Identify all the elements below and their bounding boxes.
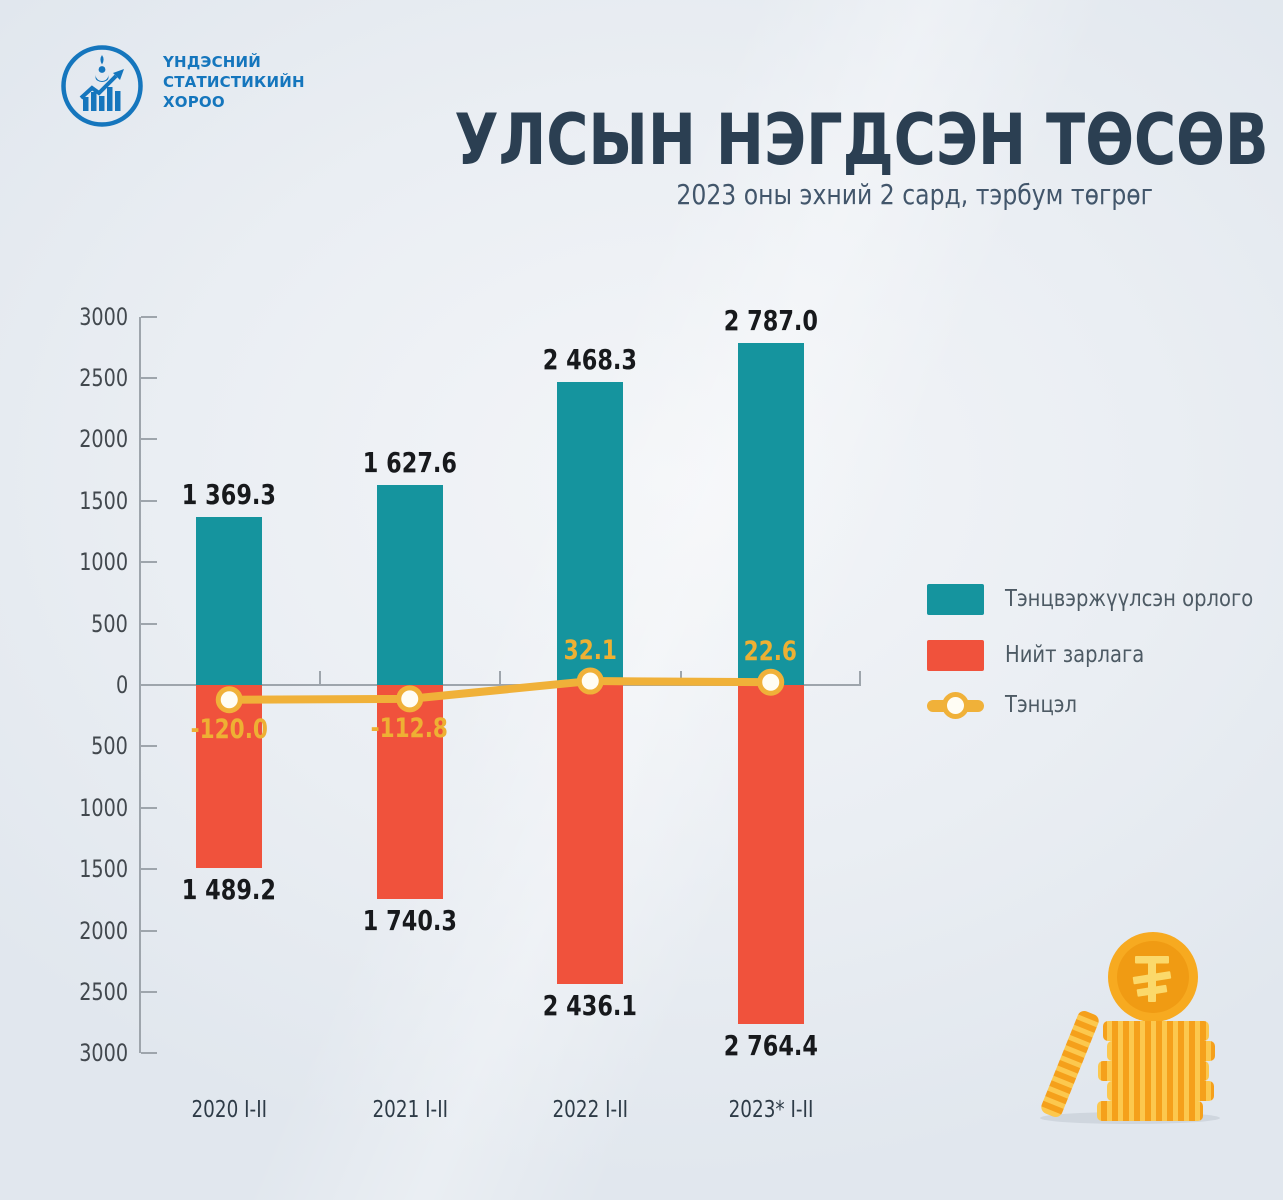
x-axis-tick xyxy=(679,671,682,684)
expense-value-label: 2 436.1 xyxy=(543,989,638,1023)
y-axis-tick xyxy=(141,622,157,625)
legend-swatch-income xyxy=(927,584,984,615)
expense-value-label: 1 740.3 xyxy=(362,903,457,937)
legend-item-expense: Нийт зарлага xyxy=(927,640,1169,671)
y-axis-tick xyxy=(141,806,157,809)
y-axis-tick-label: 0 xyxy=(115,671,128,699)
y-axis-tick-label: 1000 xyxy=(79,793,128,822)
category-label: 2020 I-II xyxy=(191,1097,268,1123)
balance-value-label: -112.8 xyxy=(371,712,449,744)
y-axis-tick-label: 3000 xyxy=(79,1039,128,1068)
y-axis-tick-label: 1500 xyxy=(79,855,128,884)
legend-label: Тэнцвэржүүлсэн орлого xyxy=(1005,586,1254,612)
expense-value-label: 1 489.2 xyxy=(182,872,277,906)
expense-bar xyxy=(557,685,624,985)
org-name: ҮНДЭСНИЙ СТАТИСТИКИЙН ХОРОО xyxy=(163,52,305,112)
category-label: 2023* I-II xyxy=(728,1097,814,1123)
y-axis-tick-label: 2500 xyxy=(79,364,128,392)
y-axis-tick-label: 500 xyxy=(91,609,128,638)
page-subtitle: 2023 оны эхний 2 сард, тэрбум төгрөг xyxy=(676,178,1154,211)
income-value-label: 1 627.6 xyxy=(362,446,457,480)
legend-label: Нийт зарлага xyxy=(1005,642,1145,668)
y-axis-tick xyxy=(141,745,157,748)
y-axis-tick xyxy=(141,991,157,993)
x-axis-tick xyxy=(499,671,501,684)
expense-bar xyxy=(737,685,804,1025)
balance-value-label: 22.6 xyxy=(744,636,798,668)
y-axis-tick-label: 3000 xyxy=(79,302,128,331)
org-name-line: ҮНДЭСНИЙ xyxy=(163,53,262,71)
income-bar xyxy=(196,516,263,685)
income-value-label: 1 369.3 xyxy=(182,477,277,511)
y-axis-tick xyxy=(141,561,157,564)
y-axis-tick-label: 2000 xyxy=(79,916,128,945)
y-axis-tick-label: 1500 xyxy=(79,486,128,515)
income-bar xyxy=(557,381,624,685)
legend-label: Тэнцэл xyxy=(1005,692,1077,718)
y-axis-tick-label: 2000 xyxy=(79,425,128,454)
expense-bar xyxy=(376,685,443,899)
y-axis-tick-label: 1000 xyxy=(79,548,128,577)
balance-value-label: 32.1 xyxy=(563,635,617,667)
expense-value-label: 2 764.4 xyxy=(723,1029,818,1063)
y-axis-tick xyxy=(141,438,157,441)
legend-swatch-expense xyxy=(927,640,984,671)
org-name-line: СТАТИСТИКИЙН xyxy=(163,73,305,91)
page-title: УЛСЫН НЭГДСЭН ТӨСӨВ xyxy=(454,99,1269,181)
tugrik-symbol-icon xyxy=(1132,956,1172,1002)
legend-line-marker-icon xyxy=(927,690,984,721)
y-axis-tick xyxy=(141,315,157,318)
y-axis-tick xyxy=(141,868,157,871)
y-axis-tick xyxy=(141,499,157,502)
y-axis-tick-label: 500 xyxy=(91,732,128,761)
x-axis-tick xyxy=(318,671,321,684)
legend-item-income: Тэнцвэржүүлсэн орлого xyxy=(927,584,1283,615)
income-value-label: 2 468.3 xyxy=(543,342,638,376)
legend-item-balance: Тэнцэл xyxy=(927,690,1090,721)
coin-stack-illustration xyxy=(1040,932,1220,1124)
y-axis-tick xyxy=(141,929,157,932)
y-axis-tick xyxy=(141,1052,157,1055)
y-axis-tick xyxy=(141,377,157,379)
org-name-line: ХОРОО xyxy=(163,93,225,111)
expense-bar xyxy=(196,685,263,868)
income-value-label: 2 787.0 xyxy=(723,303,818,337)
category-label: 2021 I-II xyxy=(371,1097,448,1123)
income-bar xyxy=(376,485,443,685)
category-label: 2022 I-II xyxy=(552,1097,629,1123)
balance-value-label: -120.0 xyxy=(190,713,268,745)
y-axis-tick-label: 2500 xyxy=(79,978,128,1006)
x-axis-tick xyxy=(859,671,861,684)
income-bar xyxy=(737,342,804,685)
nso-logo-icon xyxy=(61,45,143,127)
